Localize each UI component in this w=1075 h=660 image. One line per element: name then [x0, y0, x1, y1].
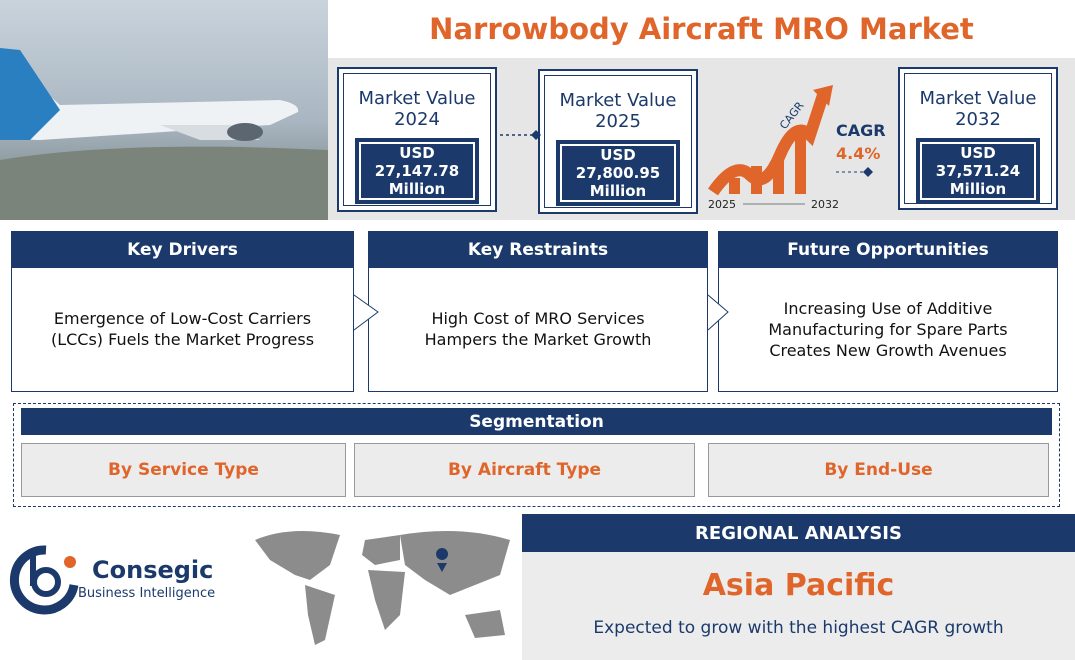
logo-name: Consegic: [92, 556, 214, 584]
year: 2025: [595, 111, 641, 132]
region: Asia Pacific: [702, 568, 895, 603]
world-map: [255, 531, 510, 645]
card: Key Restraints High Cost of MRO Services …: [368, 231, 708, 392]
card: Future Opportunities Increasing Use of Ad…: [718, 231, 1058, 392]
cagr-value: 4.4%: [836, 144, 880, 163]
card-text: Emergence of Low-Cost Carriers (LCCs) Fu…: [50, 309, 315, 349]
year: 2024: [394, 109, 440, 130]
cagr-graphic: CAGR CAGR 4.4% 2025 2032: [708, 85, 886, 211]
card-text: High Cost of MRO Services Hampers the Ma…: [424, 309, 652, 349]
label: Market Value: [358, 88, 476, 109]
value: USD 27,147.78 Million: [357, 140, 477, 202]
end-year: 2032: [811, 198, 839, 211]
start-year: 2025: [708, 198, 736, 211]
segmentation-box: [13, 403, 1060, 507]
value-box: Market Value 2032 USD 37,571.24 Million: [898, 67, 1058, 210]
logo-mark: [9, 545, 79, 615]
cagr-label: CAGR: [836, 121, 886, 140]
regional-title: REGIONAL ANALYSIS: [522, 514, 1075, 552]
value-box: Market Value 2024 USD 27,147.78 Million: [337, 67, 497, 212]
card-title: Future Opportunities: [719, 232, 1057, 268]
segmentation-title: Segmentation: [21, 408, 1052, 435]
logo-tagline: Business Intelligence: [78, 586, 216, 601]
card-title: Key Drivers: [12, 232, 353, 268]
card-text: Increasing Use of Additive Manufacturing…: [768, 298, 1008, 360]
value-box: Market Value 2025 USD 27,800.95 Million: [538, 69, 698, 214]
regional-text: Expected to grow with the highest CAGR g…: [593, 618, 1004, 638]
label: Market Value: [559, 90, 677, 111]
title: Narrowbody Aircraft MRO Market: [429, 12, 974, 46]
plane-photo: [0, 0, 328, 220]
label: Market Value: [919, 88, 1037, 109]
card-arrows: [353, 294, 729, 331]
segment: By Service Type: [21, 443, 346, 497]
value: USD 27,800.95 Million: [558, 142, 678, 204]
segment: By Aircraft Type: [354, 443, 695, 497]
connector: [500, 130, 541, 140]
card: Key Drivers Emergence of Low-Cost Carrier…: [11, 231, 354, 392]
segment: By End-Use: [708, 443, 1049, 497]
card-title: Key Restraints: [369, 232, 707, 268]
year: 2032: [955, 109, 1001, 130]
value: USD 37,571.24 Million: [918, 140, 1038, 202]
